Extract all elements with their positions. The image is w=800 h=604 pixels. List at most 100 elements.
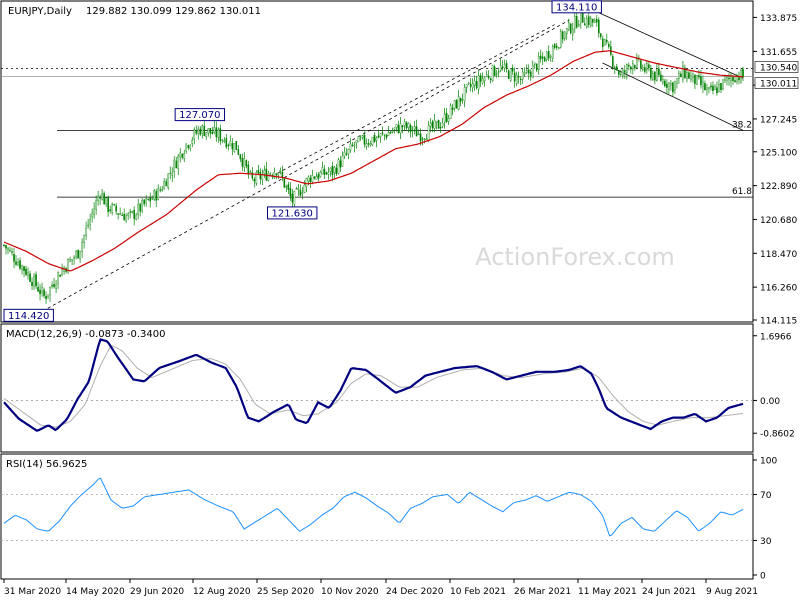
candle bbox=[157, 184, 160, 201]
candle-body bbox=[622, 69, 624, 76]
candle-body bbox=[692, 72, 694, 78]
candle bbox=[431, 119, 434, 133]
candle-body bbox=[361, 135, 364, 138]
candle-body bbox=[473, 80, 476, 86]
candle-body bbox=[123, 214, 125, 221]
candle bbox=[95, 195, 97, 215]
candle bbox=[199, 126, 202, 136]
candle bbox=[620, 69, 622, 77]
candle bbox=[587, 11, 590, 28]
candle bbox=[527, 64, 530, 80]
candle bbox=[632, 60, 634, 75]
candle-body bbox=[317, 174, 320, 179]
x-tick-label: 12 Aug 2020 bbox=[193, 587, 251, 597]
candle-body bbox=[437, 120, 440, 129]
candle-body bbox=[624, 70, 626, 73]
price-tick-label: 133.875 bbox=[760, 14, 797, 24]
macd-main-line bbox=[3, 338, 744, 432]
candle bbox=[329, 167, 332, 177]
candle bbox=[395, 124, 398, 132]
candle bbox=[41, 282, 43, 297]
candle-body bbox=[297, 188, 300, 190]
candle bbox=[523, 67, 526, 78]
candle bbox=[277, 172, 280, 180]
candle-body bbox=[277, 172, 280, 176]
channel-line-3 bbox=[602, 62, 744, 131]
candle bbox=[219, 124, 222, 145]
candle bbox=[273, 167, 276, 179]
price-label-box bbox=[174, 108, 226, 122]
candle bbox=[618, 70, 620, 79]
candle-body bbox=[241, 158, 244, 167]
candle bbox=[481, 72, 484, 85]
candle bbox=[401, 124, 404, 134]
candle bbox=[660, 70, 662, 82]
candle-body bbox=[231, 143, 234, 150]
candle bbox=[147, 198, 149, 201]
candle bbox=[391, 127, 394, 134]
candle-body bbox=[716, 87, 718, 94]
candle-body bbox=[347, 149, 350, 154]
candle-body bbox=[489, 78, 492, 81]
candle-body bbox=[105, 197, 107, 205]
candle-body bbox=[718, 84, 720, 92]
candle-body bbox=[734, 80, 736, 83]
candle-body bbox=[726, 77, 728, 81]
candle-body bbox=[704, 83, 706, 91]
candle-body bbox=[491, 65, 494, 82]
candle bbox=[539, 49, 542, 63]
candle bbox=[545, 51, 548, 62]
candle bbox=[696, 75, 698, 86]
candle-body bbox=[379, 133, 382, 137]
candle bbox=[83, 234, 85, 249]
candle bbox=[553, 42, 556, 50]
candle-body bbox=[121, 214, 123, 216]
candle-body bbox=[79, 250, 81, 260]
price-tick-label: 127.245 bbox=[760, 115, 797, 125]
candle bbox=[455, 99, 458, 109]
candle bbox=[309, 174, 312, 189]
candle-body bbox=[89, 218, 91, 225]
candle bbox=[571, 22, 574, 41]
candle bbox=[279, 167, 282, 175]
candle-body bbox=[125, 215, 127, 222]
candle-body bbox=[193, 129, 196, 140]
candle-body bbox=[371, 137, 374, 146]
price-tick-label: 114.115 bbox=[760, 317, 797, 327]
candle-body bbox=[399, 123, 402, 134]
candle bbox=[69, 256, 71, 263]
candle bbox=[63, 265, 65, 275]
macd-panel-title: MACD(12,26,9) -0.0873 -0.3400 bbox=[6, 329, 166, 340]
candle-body bbox=[57, 272, 59, 284]
candle bbox=[718, 79, 720, 93]
candle-body bbox=[634, 65, 636, 69]
candle-body bbox=[55, 284, 57, 289]
candle-body bbox=[307, 176, 310, 182]
candle bbox=[211, 126, 214, 135]
candle-body bbox=[357, 136, 360, 143]
candle bbox=[537, 52, 540, 75]
candle bbox=[652, 70, 654, 82]
macd-signal-line bbox=[3, 345, 744, 428]
candle-body bbox=[688, 72, 690, 79]
candle-body bbox=[628, 64, 630, 67]
candle bbox=[141, 197, 143, 214]
candle-body bbox=[503, 64, 506, 69]
x-tick-label: 26 Mar 2021 bbox=[514, 587, 571, 597]
candle-body bbox=[485, 74, 488, 77]
candle bbox=[640, 58, 642, 72]
candle bbox=[375, 136, 378, 148]
candle bbox=[712, 81, 714, 95]
candle-body bbox=[117, 213, 119, 215]
candle bbox=[209, 128, 212, 139]
candle bbox=[435, 121, 438, 130]
candle-body bbox=[557, 47, 560, 50]
candle bbox=[672, 81, 674, 97]
candle bbox=[708, 86, 710, 94]
candle bbox=[265, 162, 268, 181]
candle bbox=[433, 114, 436, 133]
candle bbox=[714, 84, 716, 90]
candle bbox=[646, 60, 648, 74]
candle bbox=[31, 277, 33, 291]
candle-body bbox=[305, 178, 308, 187]
